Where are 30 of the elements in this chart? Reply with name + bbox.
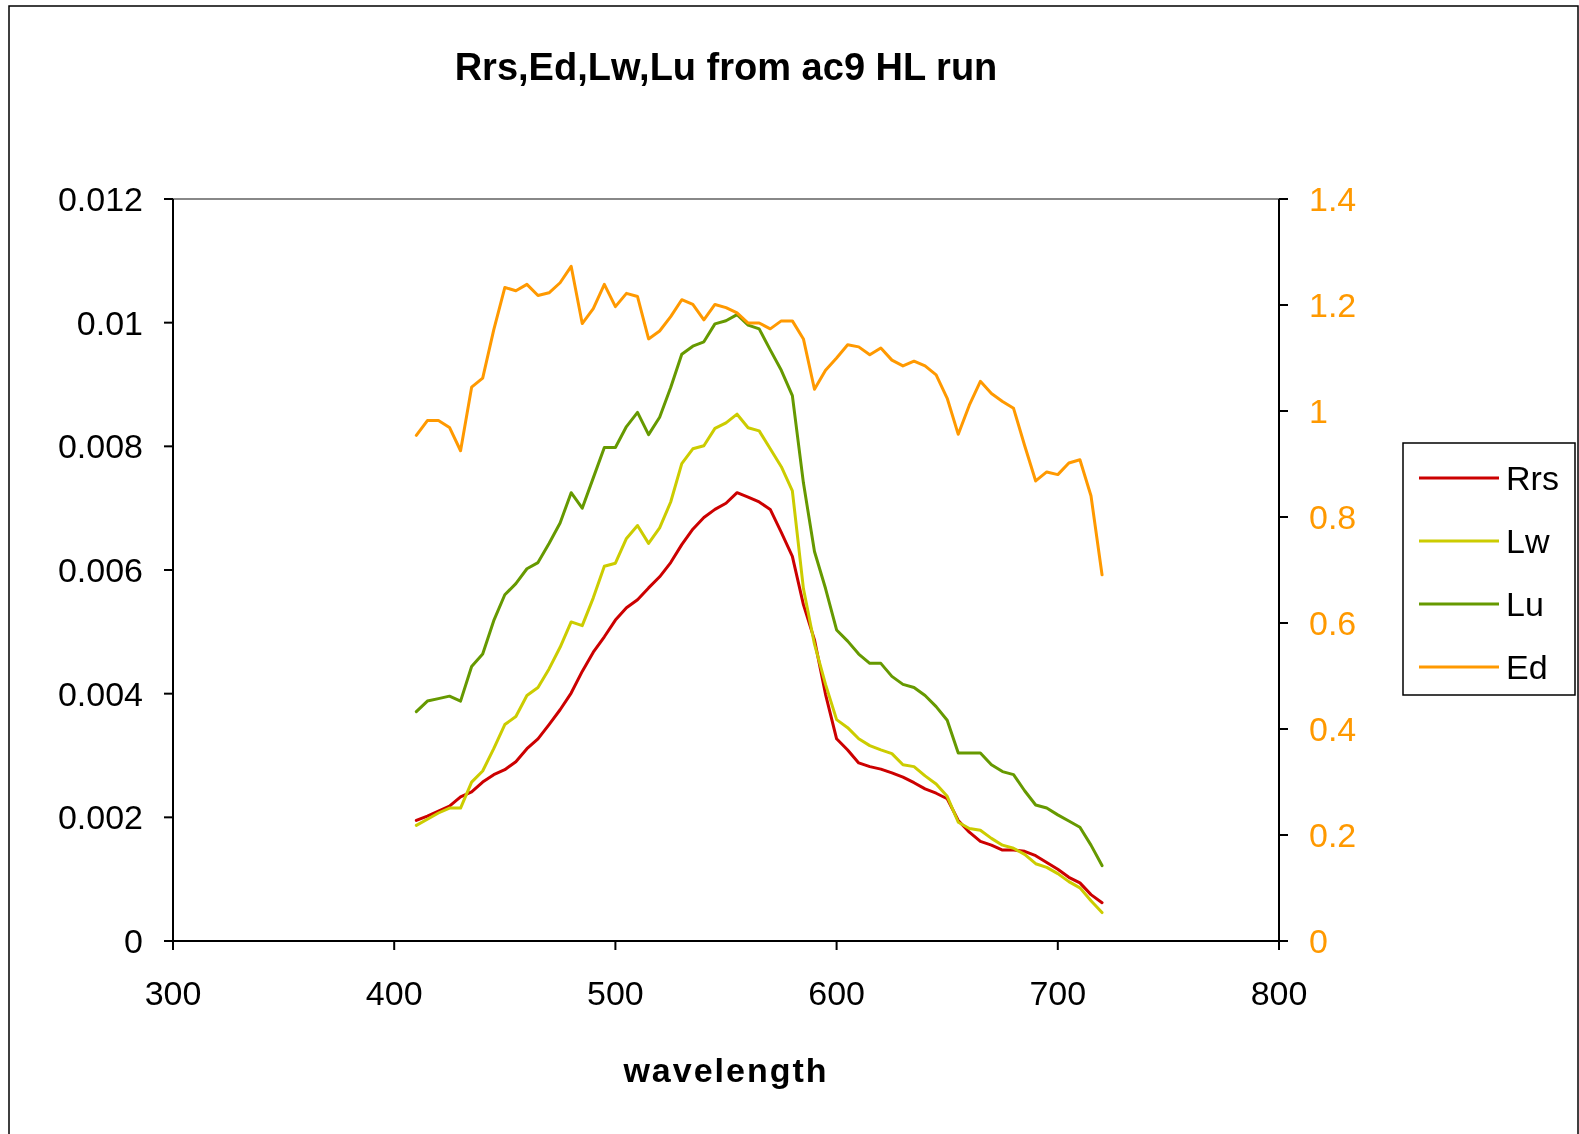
y2-tick-label: 0.8 (1309, 498, 1357, 536)
x-tick-label: 600 (808, 974, 865, 1012)
line-series (414, 313, 1104, 868)
x-tick-label: 300 (144, 974, 202, 1012)
line-series (414, 264, 1104, 577)
y-tick-label: 0.008 (57, 427, 143, 466)
y-tick-label: 0.006 (57, 551, 143, 589)
legend-label: Rrs (1506, 459, 1559, 497)
x-tick-label: 400 (365, 974, 423, 1012)
x-tick-label: 800 (1250, 974, 1308, 1012)
y2-tick-label: 1 (1309, 392, 1328, 430)
y-tick-label: 0.01 (76, 303, 143, 342)
y-tick-label: 0.012 (57, 180, 143, 218)
y2-tick-label: 1.2 (1309, 286, 1357, 324)
y2-tick-label: 0.4 (1309, 710, 1357, 748)
legend-label: Lu (1506, 585, 1544, 623)
y2-tick-label: 0.2 (1309, 816, 1357, 854)
x-tick-label: 700 (1029, 974, 1087, 1012)
y-tick-label: 0.004 (57, 674, 143, 713)
x-axis-title: wavelength (622, 1051, 829, 1089)
legend-label: Lw (1506, 522, 1550, 560)
x-tick-label: 500 (587, 974, 644, 1012)
y2-tick-label: 0.6 (1309, 604, 1357, 642)
y-tick-label: 0 (124, 922, 143, 960)
chart-title: Rrs,Ed,Lw,Lu from ac9 HL run (454, 46, 998, 88)
y-tick-label: 0.002 (57, 798, 143, 837)
legend-label: Ed (1506, 648, 1548, 686)
y2-tick-label: 1.4 (1309, 180, 1357, 218)
line-series (414, 412, 1104, 915)
y2-tick-label: 0 (1309, 922, 1328, 960)
